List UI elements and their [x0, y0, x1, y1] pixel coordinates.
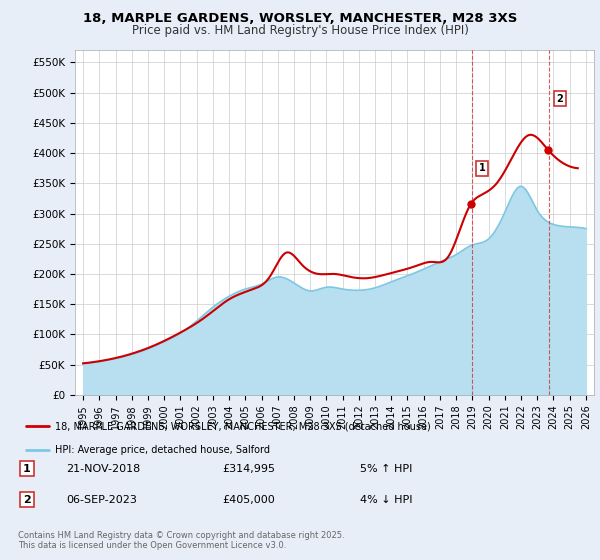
Text: 18, MARPLE GARDENS, WORSLEY, MANCHESTER, M28 3XS (detached house): 18, MARPLE GARDENS, WORSLEY, MANCHESTER,…: [55, 421, 430, 431]
Text: Price paid vs. HM Land Registry's House Price Index (HPI): Price paid vs. HM Land Registry's House …: [131, 24, 469, 36]
Text: 21-NOV-2018: 21-NOV-2018: [66, 464, 140, 474]
Text: 1: 1: [23, 464, 31, 474]
Text: 1: 1: [479, 164, 485, 173]
Text: £314,995: £314,995: [222, 464, 275, 474]
Text: 18, MARPLE GARDENS, WORSLEY, MANCHESTER, M28 3XS: 18, MARPLE GARDENS, WORSLEY, MANCHESTER,…: [83, 12, 517, 25]
Text: HPI: Average price, detached house, Salford: HPI: Average price, detached house, Salf…: [55, 445, 269, 455]
Text: 5% ↑ HPI: 5% ↑ HPI: [360, 464, 412, 474]
Text: Contains HM Land Registry data © Crown copyright and database right 2025.
This d: Contains HM Land Registry data © Crown c…: [18, 530, 344, 550]
Text: 06-SEP-2023: 06-SEP-2023: [66, 494, 137, 505]
Text: 2: 2: [556, 94, 563, 104]
Text: 2: 2: [23, 494, 31, 505]
Text: 4% ↓ HPI: 4% ↓ HPI: [360, 494, 413, 505]
Text: £405,000: £405,000: [222, 494, 275, 505]
